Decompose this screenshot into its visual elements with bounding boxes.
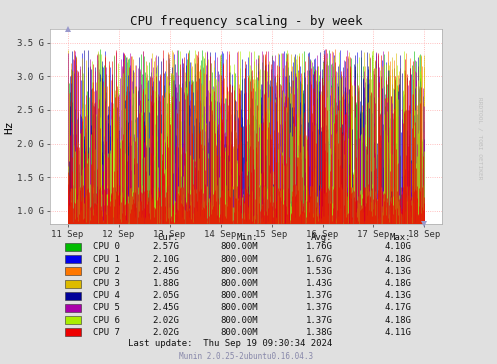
Text: 4.18G: 4.18G <box>384 316 411 325</box>
Text: CPU 1: CPU 1 <box>93 254 120 264</box>
Text: 1.37G: 1.37G <box>306 304 332 313</box>
Text: 2.02G: 2.02G <box>153 316 179 325</box>
Text: 4.13G: 4.13G <box>384 291 411 300</box>
Text: 1.67G: 1.67G <box>306 254 332 264</box>
Y-axis label: Hz: Hz <box>4 120 14 134</box>
Text: 4.10G: 4.10G <box>384 242 411 252</box>
Bar <box>66 255 81 263</box>
Text: 4.11G: 4.11G <box>384 328 411 337</box>
Text: 2.57G: 2.57G <box>153 242 179 252</box>
Bar <box>66 243 81 251</box>
Text: 800.00M: 800.00M <box>220 304 258 313</box>
Text: 800.00M: 800.00M <box>220 254 258 264</box>
Text: CPU 4: CPU 4 <box>93 291 120 300</box>
Title: CPU frequency scaling - by week: CPU frequency scaling - by week <box>130 15 362 28</box>
Text: RRDTOOL / TOBI OETIKER: RRDTOOL / TOBI OETIKER <box>477 97 482 179</box>
Text: 4.18G: 4.18G <box>384 254 411 264</box>
Text: 2.45G: 2.45G <box>153 304 179 313</box>
Text: 2.02G: 2.02G <box>153 328 179 337</box>
Text: 1.37G: 1.37G <box>306 316 332 325</box>
Text: 800.00M: 800.00M <box>220 267 258 276</box>
Bar <box>66 304 81 312</box>
Text: CPU 5: CPU 5 <box>93 304 120 313</box>
Text: CPU 6: CPU 6 <box>93 316 120 325</box>
Text: 2.05G: 2.05G <box>153 291 179 300</box>
Bar <box>66 267 81 275</box>
Text: 1.37G: 1.37G <box>306 291 332 300</box>
Text: CPU 2: CPU 2 <box>93 267 120 276</box>
Text: 1.43G: 1.43G <box>306 279 332 288</box>
Text: 800.00M: 800.00M <box>220 242 258 252</box>
Text: 800.00M: 800.00M <box>220 279 258 288</box>
Text: CPU 3: CPU 3 <box>93 279 120 288</box>
Text: Munin 2.0.25-2ubuntu0.16.04.3: Munin 2.0.25-2ubuntu0.16.04.3 <box>179 352 313 361</box>
Text: Avg:: Avg: <box>311 233 332 242</box>
Bar <box>66 316 81 324</box>
Text: 1.88G: 1.88G <box>153 279 179 288</box>
Text: 1.76G: 1.76G <box>306 242 332 252</box>
Bar <box>66 328 81 336</box>
Text: 4.13G: 4.13G <box>384 267 411 276</box>
Text: 2.45G: 2.45G <box>153 267 179 276</box>
Bar <box>66 280 81 288</box>
Text: CPU 7: CPU 7 <box>93 328 120 337</box>
Text: 2.10G: 2.10G <box>153 254 179 264</box>
Text: CPU 0: CPU 0 <box>93 242 120 252</box>
Text: Cur:: Cur: <box>158 233 179 242</box>
Text: 1.53G: 1.53G <box>306 267 332 276</box>
Text: 4.17G: 4.17G <box>384 304 411 313</box>
Text: 800.00M: 800.00M <box>220 328 258 337</box>
Text: Min:: Min: <box>236 233 258 242</box>
Text: 4.18G: 4.18G <box>384 279 411 288</box>
Text: Last update:  Thu Sep 19 09:30:34 2024: Last update: Thu Sep 19 09:30:34 2024 <box>128 339 332 348</box>
Text: Max:: Max: <box>390 233 411 242</box>
Text: 800.00M: 800.00M <box>220 316 258 325</box>
Bar <box>66 292 81 300</box>
Text: 1.38G: 1.38G <box>306 328 332 337</box>
Text: 800.00M: 800.00M <box>220 291 258 300</box>
